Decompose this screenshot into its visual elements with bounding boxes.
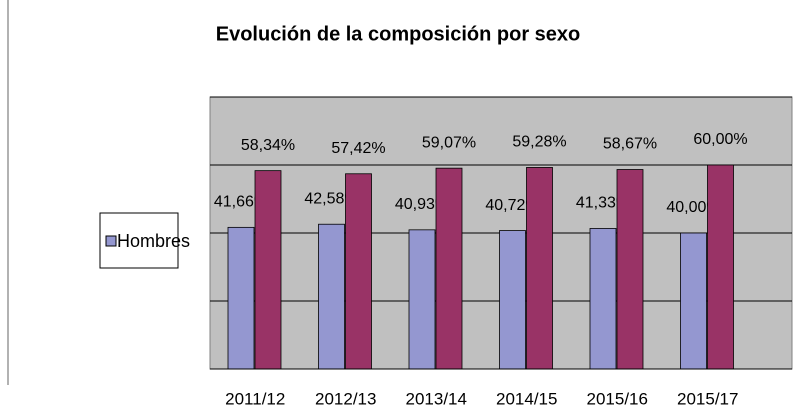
x-tick-label: 2013/14 (406, 389, 467, 408)
data-label: 40,93% (395, 196, 449, 213)
legend-swatch (105, 235, 117, 247)
legend-label: Hombres (117, 231, 190, 251)
bar (680, 232, 707, 370)
bar (435, 167, 463, 370)
bar (526, 167, 553, 370)
data-label: 58,34% (241, 137, 295, 154)
data-label: 42,58% (304, 190, 358, 207)
x-tick-label: 2015/16 (587, 389, 648, 408)
data-label: 58,67% (603, 136, 657, 153)
data-label: 40,72% (485, 197, 539, 214)
bar (345, 173, 372, 370)
data-label: 59,07% (422, 134, 476, 151)
chart-title: Evolución de la composición por sexo (216, 23, 581, 45)
bar (408, 229, 436, 370)
x-tick-label: 2012/13 (315, 389, 376, 408)
bar (318, 223, 345, 370)
data-label: 41,66% (214, 194, 268, 211)
bar (616, 169, 644, 370)
x-tick-label: 2014/15 (496, 389, 557, 408)
data-label: 59,28% (512, 134, 566, 151)
x-tick-label: 2015/17 (677, 389, 738, 408)
data-label: 41,33% (576, 195, 630, 212)
bar (227, 226, 255, 370)
data-label: 60,00% (693, 131, 747, 148)
bar (589, 228, 617, 370)
data-label: 57,42% (331, 140, 385, 157)
bar (254, 170, 282, 370)
bar (707, 164, 734, 370)
data-label: 40,00% (666, 199, 720, 216)
x-tick-label: 2011/12 (225, 389, 285, 408)
bar (499, 230, 526, 370)
